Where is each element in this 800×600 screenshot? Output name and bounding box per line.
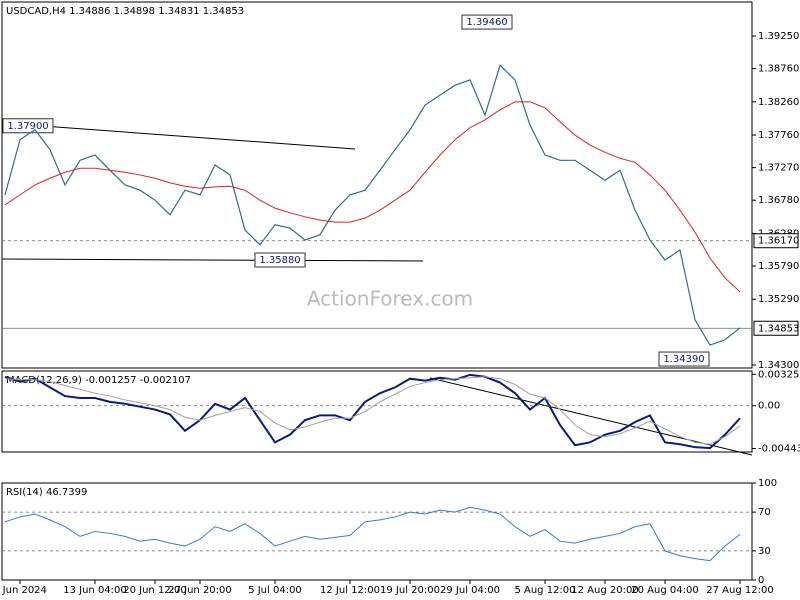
- y-tick-label: 100: [758, 478, 777, 489]
- x-tick-label: 27 Jun 20:00: [168, 585, 232, 596]
- series-line: [4, 376, 741, 445]
- macd-panel: [1, 370, 753, 453]
- y-tick-label: 30: [758, 546, 771, 557]
- x-tick-label: 19 Jul 20:00: [380, 585, 440, 596]
- y-tick-label: 1.38760: [758, 64, 799, 75]
- x-tick-label: 12 Aug 20:00: [571, 585, 638, 596]
- y-tick-label: -0.004439: [758, 444, 800, 455]
- level-label: 1.34853: [758, 323, 799, 334]
- panel-title: RSI(14) 46.7399: [6, 487, 87, 498]
- trend-line: [1, 122, 356, 150]
- y-tick-label: 0.00: [758, 401, 780, 412]
- y-tick-label: 1.38260: [758, 97, 799, 108]
- y-tick-label: 1.37760: [758, 130, 799, 141]
- y-tick-label: 1.37270: [758, 163, 799, 174]
- y-tick-label: 70: [758, 507, 771, 518]
- annotation-box: [2, 118, 54, 134]
- panel-title: MACD(12,26,9) -0.001257 -0.002107: [6, 375, 191, 386]
- watermark: ActionForex.com: [307, 287, 473, 311]
- level-label-box: [753, 233, 799, 249]
- x-tick-label: 5 Aug 12:00: [514, 585, 575, 596]
- x-tick-label: 13 Jun 04:00: [63, 585, 127, 596]
- rsi-panel: [1, 482, 753, 581]
- price-panel: [1, 1, 753, 369]
- macd-trend-line: [429, 377, 753, 456]
- y-tick-label: 1.35290: [758, 294, 799, 305]
- panel-title: USDCAD,H4 1.34886 1.34898 1.34831 1.3485…: [6, 6, 244, 17]
- annotation-box: [658, 351, 710, 367]
- annotation-label: 1.39460: [466, 17, 507, 28]
- annotation-label: 1.37900: [7, 121, 48, 132]
- x-tick-label: 5 Jun 2024: [0, 585, 47, 596]
- series-line: [4, 506, 741, 562]
- annotation-label: 1.35880: [259, 255, 300, 266]
- y-tick-label: 0.003259: [758, 369, 800, 380]
- series-line: [4, 101, 741, 293]
- level-label-box: [753, 320, 799, 336]
- x-tick-label: 27 Aug 12:00: [706, 585, 773, 596]
- annotation-box: [254, 252, 306, 268]
- series-line: [4, 373, 741, 450]
- y-tick-label: 1.39250: [758, 31, 799, 42]
- x-tick-label: 29 Jul 04:00: [440, 585, 500, 596]
- series-line: [4, 64, 741, 346]
- x-tick-label: 20 Jun 12:00: [123, 585, 187, 596]
- annotation-box: [461, 14, 513, 30]
- x-tick-label: 5 Jul 04:00: [248, 585, 302, 596]
- level-label: 1.36170: [758, 236, 799, 247]
- y-tick-label: 1.34300: [758, 360, 799, 371]
- y-tick-label: 0: [758, 575, 764, 586]
- y-tick-label: 1.35790: [758, 261, 799, 272]
- y-tick-label: 1.36780: [758, 195, 799, 206]
- support-line: [1, 258, 424, 262]
- annotation-label: 1.34390: [663, 354, 704, 365]
- x-tick-label: 20 Aug 04:00: [631, 585, 698, 596]
- x-tick-label: 12 Jul 12:00: [320, 585, 380, 596]
